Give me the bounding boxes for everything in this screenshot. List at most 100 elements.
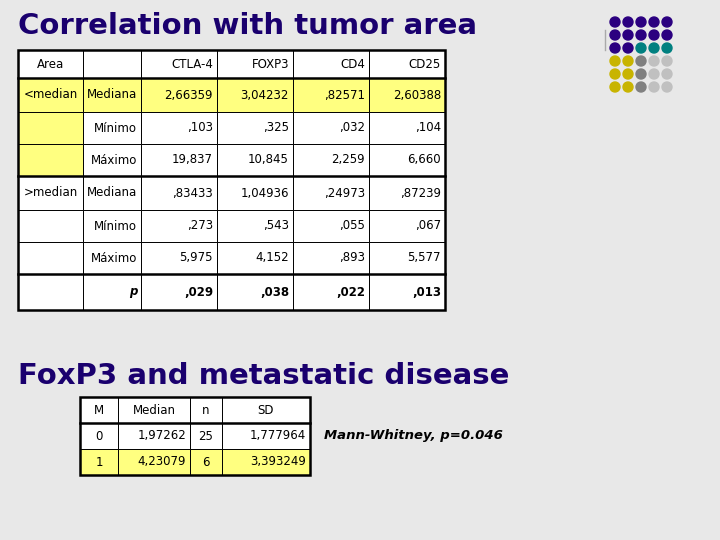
Text: 4,152: 4,152 [256,252,289,265]
Circle shape [649,17,659,27]
Bar [80,397,310,475]
Bar [141,274,217,310]
Text: 3,393249: 3,393249 [250,456,306,469]
Bar [222,397,310,423]
Bar [222,449,310,475]
Bar [18,78,83,112]
Circle shape [623,56,633,66]
Circle shape [623,82,633,92]
Text: Median: Median [132,403,176,416]
Circle shape [636,69,646,79]
Text: ,83433: ,83433 [172,186,213,199]
Bar [18,242,83,274]
Bar [369,242,445,274]
Text: 5,975: 5,975 [179,252,213,265]
Circle shape [649,82,659,92]
Bar [83,50,141,78]
Bar [217,274,293,310]
Text: CD4: CD4 [340,57,365,71]
Text: ,893: ,893 [339,252,365,265]
Bar [190,397,222,423]
Bar [293,242,369,274]
Bar [141,112,217,144]
Circle shape [649,43,659,53]
Bar [369,176,445,210]
Circle shape [610,17,620,27]
Bar [18,50,83,78]
Circle shape [636,56,646,66]
Bar [369,210,445,242]
Bar [293,176,369,210]
Text: Máximo: Máximo [91,153,137,166]
Text: 0: 0 [95,429,103,442]
Text: ,103: ,103 [187,122,213,134]
Text: 19,837: 19,837 [172,153,213,166]
Bar [141,50,217,78]
Circle shape [649,69,659,79]
Text: Mediana: Mediana [86,186,137,199]
Circle shape [610,82,620,92]
Circle shape [649,56,659,66]
Circle shape [623,17,633,27]
Circle shape [623,69,633,79]
Bar [217,112,293,144]
Text: M: M [94,403,104,416]
Text: ,24973: ,24973 [324,186,365,199]
Text: 6: 6 [202,456,210,469]
Circle shape [662,30,672,40]
Text: p: p [129,286,137,299]
Text: ,055: ,055 [339,219,365,233]
Text: 10,845: 10,845 [248,153,289,166]
Text: 2,60388: 2,60388 [392,89,441,102]
Text: 5,577: 5,577 [408,252,441,265]
Text: ,543: ,543 [263,219,289,233]
Text: FoxP3 and metastatic disease: FoxP3 and metastatic disease [18,362,509,390]
Bar [217,144,293,176]
Text: ,013: ,013 [412,286,441,299]
Circle shape [649,30,659,40]
Bar [369,144,445,176]
Text: 1,97262: 1,97262 [138,429,186,442]
Text: 1: 1 [95,456,103,469]
Bar [293,50,369,78]
Text: ,032: ,032 [339,122,365,134]
Bar [369,78,445,112]
Text: Mann-Whitney, p=0.046: Mann-Whitney, p=0.046 [324,429,503,442]
Bar [141,176,217,210]
Text: Mínimo: Mínimo [94,122,137,134]
Circle shape [662,56,672,66]
Text: 25: 25 [199,429,213,442]
Bar [80,397,118,423]
Text: ,038: ,038 [260,286,289,299]
Bar [18,144,83,176]
Bar [141,78,217,112]
Text: SD: SD [258,403,274,416]
Bar [293,144,369,176]
Bar [83,210,141,242]
Bar [369,112,445,144]
Text: ,325: ,325 [263,122,289,134]
Bar [141,144,217,176]
Bar [190,423,222,449]
Text: CTLA-4: CTLA-4 [171,57,213,71]
Bar [83,78,141,112]
Bar [18,210,83,242]
Bar [83,274,141,310]
Text: 2,259: 2,259 [331,153,365,166]
Bar [83,112,141,144]
Text: ,104: ,104 [415,122,441,134]
Circle shape [610,43,620,53]
Bar [80,449,118,475]
Text: >median: >median [23,186,78,199]
Text: Correlation with tumor area: Correlation with tumor area [18,12,477,40]
Bar [83,242,141,274]
Bar [18,112,83,144]
Text: <median: <median [23,89,78,102]
Circle shape [636,43,646,53]
Bar [83,144,141,176]
Bar [141,210,217,242]
Bar [18,176,83,210]
Text: Máximo: Máximo [91,252,137,265]
Bar [293,210,369,242]
Bar [80,423,118,449]
